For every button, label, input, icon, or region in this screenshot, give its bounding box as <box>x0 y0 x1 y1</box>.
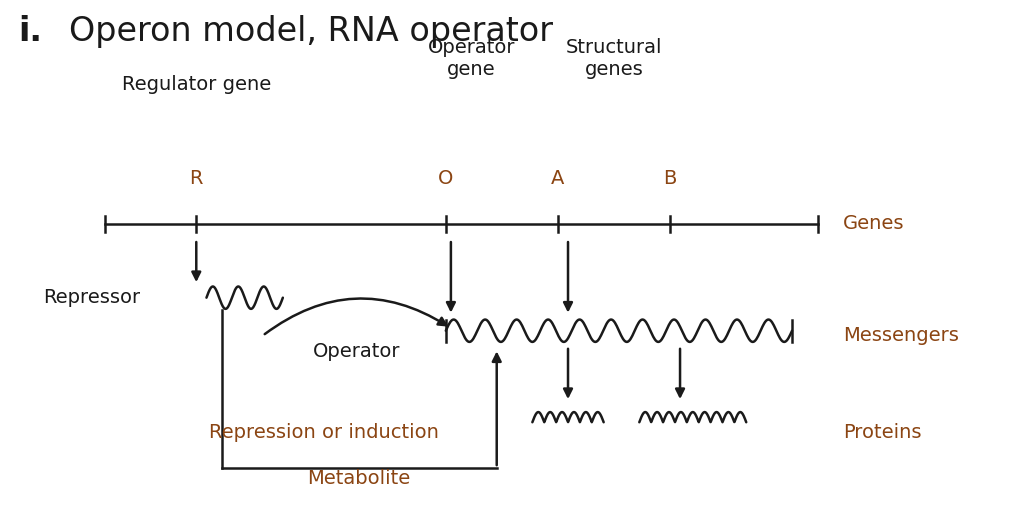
Text: A: A <box>551 169 564 188</box>
Text: i.: i. <box>18 15 42 48</box>
Text: Messengers: Messengers <box>843 326 958 345</box>
Text: Repressor: Repressor <box>43 288 140 307</box>
Text: O: O <box>438 169 454 188</box>
Text: Operon model, RNA operator: Operon model, RNA operator <box>69 15 553 48</box>
Text: Genes: Genes <box>843 214 904 233</box>
Text: Operator: Operator <box>312 342 400 360</box>
Text: Operator
gene: Operator gene <box>427 39 515 79</box>
Text: B: B <box>664 169 677 188</box>
Text: Metabolite: Metabolite <box>307 469 411 488</box>
Text: R: R <box>189 169 203 188</box>
Text: Proteins: Proteins <box>843 423 922 442</box>
Text: Structural
genes: Structural genes <box>565 39 663 79</box>
Text: Regulator gene: Regulator gene <box>122 75 271 94</box>
Text: Repression or induction: Repression or induction <box>209 423 438 442</box>
